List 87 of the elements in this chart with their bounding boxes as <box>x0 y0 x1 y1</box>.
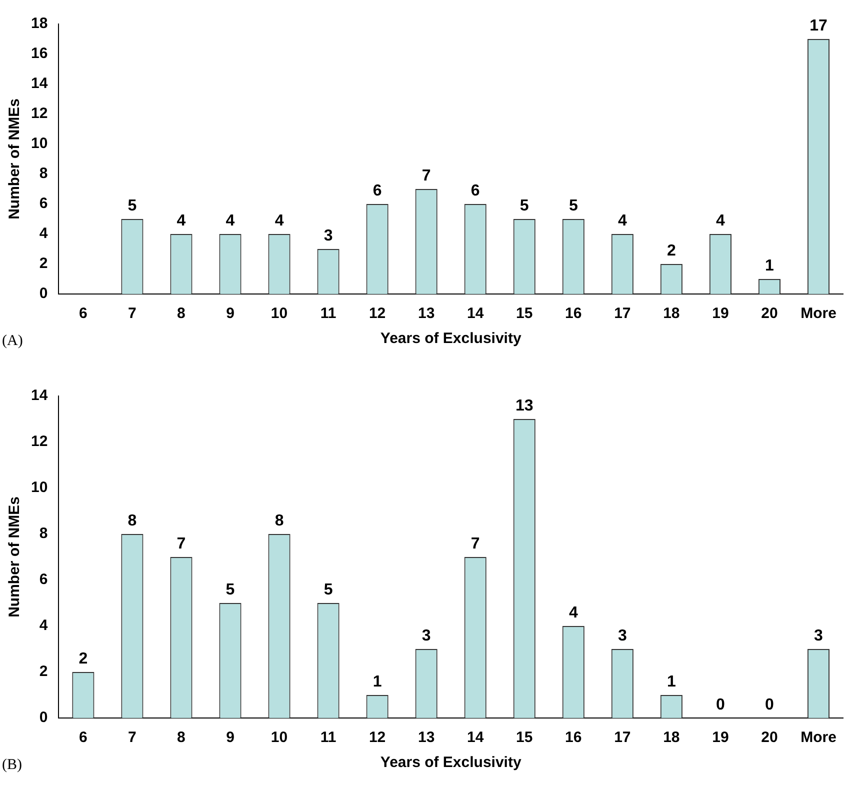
x-tick-label: 8 <box>177 729 186 746</box>
x-tick-label: 11 <box>320 305 336 322</box>
data-label: 2 <box>666 242 676 260</box>
x-tick-label: 6 <box>79 305 88 322</box>
y-tick-label: 6 <box>39 571 48 588</box>
data-label: 5 <box>128 197 137 214</box>
data-label: 17 <box>810 17 828 34</box>
data-label: 8 <box>274 512 284 530</box>
data-label: 5 <box>324 581 333 598</box>
data-label: 5 <box>520 197 529 214</box>
x-tick-label: 9 <box>226 729 234 746</box>
x-tick-label: 7 <box>128 729 136 746</box>
x-tick-label: 16 <box>565 729 582 746</box>
data-label: 5 <box>226 581 235 598</box>
y-tick-label: 4 <box>39 225 48 242</box>
data-label: 5 <box>568 197 578 214</box>
y-tick-label: 16 <box>30 45 48 62</box>
data-label: 4 <box>226 212 235 230</box>
x-tick-label: 15 <box>516 729 533 746</box>
data-label: 3 <box>618 627 627 644</box>
y-axis-title: Number of NMEs <box>6 98 24 220</box>
data-label: 7 <box>176 535 186 552</box>
y-tick-label: 4 <box>39 617 48 634</box>
y-tick-label: 14 <box>30 75 48 92</box>
y-tick-label: 10 <box>30 479 48 496</box>
x-tick-label: 13 <box>418 305 435 322</box>
y-tick-label: 0 <box>39 709 48 726</box>
data-label: 4 <box>568 604 578 622</box>
x-tick-label: 7 <box>128 305 136 322</box>
data-label: 7 <box>422 167 431 184</box>
y-tick-label: 14 <box>30 387 48 404</box>
data-label: 2 <box>78 650 88 668</box>
x-tick-label: 17 <box>614 729 631 746</box>
y-axis-title: Number of NMEs <box>6 496 24 618</box>
data-label: 1 <box>666 673 676 690</box>
x-tick-label: 14 <box>467 729 484 746</box>
text: (A) <box>2 333 23 350</box>
x-tick-label: 20 <box>761 729 778 746</box>
x-tick-label: 10 <box>270 729 288 746</box>
x-axis-title: Years of Exclusivity <box>380 330 522 348</box>
x-axis-title: Years of Exclusivity <box>380 754 522 772</box>
x-tick-label: 12 <box>368 729 386 746</box>
x-tick-label: 11 <box>320 729 336 746</box>
x-tick-label: 18 <box>663 305 680 322</box>
data-label: 6 <box>372 182 382 200</box>
data-label: 4 <box>716 212 725 230</box>
data-label: 3 <box>422 627 431 644</box>
y-tick-label: 10 <box>30 135 48 152</box>
data-label: 6 <box>470 182 480 200</box>
data-label: 0 <box>765 696 774 714</box>
x-tick-label: 18 <box>663 729 680 746</box>
x-tick-label: 6 <box>79 729 88 746</box>
x-tick-label: More <box>800 305 836 322</box>
data-label: 1 <box>765 257 774 274</box>
text: (B) <box>2 757 22 774</box>
data-label: 8 <box>128 512 137 530</box>
data-label: 3 <box>814 627 824 644</box>
x-tick-label: 8 <box>177 305 186 322</box>
x-tick-label: 17 <box>614 305 631 322</box>
y-tick-label: 2 <box>39 663 48 680</box>
y-tick-label: 8 <box>39 165 48 182</box>
data-label: 1 <box>372 673 382 690</box>
y-tick-label: 8 <box>39 525 48 542</box>
x-tick-label: 16 <box>565 305 582 322</box>
x-tick-label: 9 <box>226 305 234 322</box>
x-tick-label: 14 <box>467 305 484 322</box>
x-tick-label: 10 <box>270 305 288 322</box>
data-label: 7 <box>470 535 480 552</box>
x-tick-label: 15 <box>516 305 533 322</box>
data-label: 13 <box>515 397 534 414</box>
x-tick-label: More <box>800 729 836 746</box>
y-tick-label: 2 <box>39 255 48 272</box>
x-tick-label: 19 <box>712 729 729 746</box>
x-tick-label: 19 <box>712 305 729 322</box>
x-tick-label: 12 <box>368 305 386 322</box>
data-label: 4 <box>176 212 186 230</box>
data-label: 0 <box>716 696 725 714</box>
y-tick-label: 6 <box>39 195 48 212</box>
y-tick-label: 12 <box>30 433 48 450</box>
y-tick-label: 12 <box>30 105 48 122</box>
x-tick-label: 13 <box>418 729 435 746</box>
x-tick-label: 20 <box>761 305 778 322</box>
data-label: 4 <box>618 212 627 230</box>
y-tick-label: 0 <box>39 285 48 302</box>
data-label: 3 <box>324 227 333 244</box>
y-tick-label: 18 <box>30 15 48 32</box>
data-label: 4 <box>274 212 284 230</box>
